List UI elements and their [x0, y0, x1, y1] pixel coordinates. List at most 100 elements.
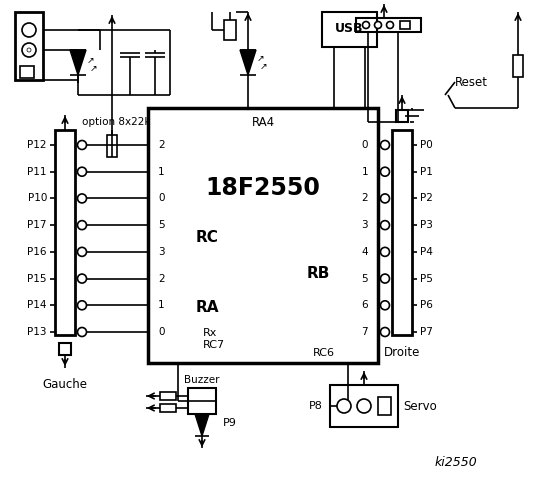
Text: RB: RB [306, 265, 330, 280]
Circle shape [387, 22, 394, 28]
Text: P6: P6 [420, 300, 433, 310]
Text: P1: P1 [420, 167, 433, 177]
Circle shape [77, 221, 86, 229]
Text: 4: 4 [361, 247, 368, 257]
Text: 2: 2 [158, 274, 165, 284]
Text: Buzzer: Buzzer [184, 375, 220, 385]
Text: USB: USB [335, 23, 363, 36]
Bar [160, 404, 176, 412]
Bar [400, 21, 410, 29]
Text: 1: 1 [158, 300, 165, 310]
Circle shape [374, 22, 382, 28]
Circle shape [363, 22, 369, 28]
Text: P4: P4 [420, 247, 433, 257]
Text: 0: 0 [158, 327, 164, 337]
Text: 6: 6 [361, 300, 368, 310]
Text: P15: P15 [28, 274, 47, 284]
Circle shape [380, 141, 389, 149]
Circle shape [22, 43, 36, 57]
Circle shape [77, 274, 86, 283]
Circle shape [380, 327, 389, 336]
Text: Rx: Rx [203, 328, 217, 338]
Text: option 8x22k: option 8x22k [82, 117, 150, 127]
Circle shape [380, 194, 389, 203]
Bar [392, 130, 412, 335]
Text: ↗: ↗ [86, 56, 94, 64]
Bar [330, 385, 398, 427]
Circle shape [22, 23, 36, 37]
Text: 7: 7 [361, 327, 368, 337]
Text: 2: 2 [158, 140, 165, 150]
Text: 1: 1 [361, 167, 368, 177]
Text: RC6: RC6 [313, 348, 335, 358]
Circle shape [77, 327, 86, 336]
Circle shape [380, 301, 389, 310]
Text: 2: 2 [361, 193, 368, 204]
Bar [322, 12, 377, 47]
Circle shape [380, 247, 389, 256]
Bar [224, 20, 236, 40]
Text: Servo: Servo [403, 399, 437, 412]
Text: P17: P17 [28, 220, 47, 230]
Bar [107, 135, 117, 157]
Circle shape [357, 399, 371, 413]
Circle shape [380, 221, 389, 229]
Circle shape [380, 274, 389, 283]
Text: RA4: RA4 [252, 117, 274, 130]
Circle shape [77, 301, 86, 310]
Text: P12: P12 [28, 140, 47, 150]
Text: P10: P10 [28, 193, 47, 204]
Bar [55, 130, 75, 335]
Text: 5: 5 [158, 220, 165, 230]
Circle shape [380, 167, 389, 176]
Bar [356, 18, 421, 32]
Text: P11: P11 [28, 167, 47, 177]
Text: P7: P7 [420, 327, 433, 337]
Text: 1: 1 [158, 167, 165, 177]
Text: RA: RA [196, 300, 220, 315]
Text: 0: 0 [158, 193, 164, 204]
Polygon shape [70, 50, 86, 75]
Circle shape [337, 399, 351, 413]
Circle shape [27, 48, 31, 52]
Text: P5: P5 [420, 274, 433, 284]
Polygon shape [195, 414, 209, 436]
Bar [160, 392, 176, 400]
Text: ↗: ↗ [259, 61, 267, 71]
Circle shape [77, 141, 86, 149]
Text: RC7: RC7 [203, 340, 225, 350]
Text: ki2550: ki2550 [435, 456, 478, 468]
Text: P2: P2 [420, 193, 433, 204]
Text: RC: RC [196, 230, 219, 245]
Text: 3: 3 [158, 247, 165, 257]
Circle shape [27, 48, 31, 52]
Text: P3: P3 [420, 220, 433, 230]
Text: 0: 0 [362, 140, 368, 150]
Text: P0: P0 [420, 140, 433, 150]
Polygon shape [240, 50, 256, 75]
Text: P13: P13 [28, 327, 47, 337]
Bar [396, 110, 408, 122]
Bar [59, 343, 71, 355]
Bar [378, 397, 391, 415]
Text: Gauche: Gauche [43, 379, 87, 392]
Bar [188, 388, 216, 414]
Text: Droite: Droite [384, 347, 420, 360]
Bar [513, 55, 523, 77]
Text: ↗: ↗ [256, 53, 264, 62]
Text: Reset: Reset [455, 75, 488, 88]
Circle shape [77, 247, 86, 256]
Text: P14: P14 [28, 300, 47, 310]
Text: P16: P16 [28, 247, 47, 257]
Text: P9: P9 [223, 418, 237, 428]
Text: ↗: ↗ [89, 63, 97, 72]
Circle shape [77, 194, 86, 203]
Text: 5: 5 [361, 274, 368, 284]
Bar [20, 66, 34, 78]
Bar [148, 108, 378, 363]
Circle shape [77, 167, 86, 176]
Text: 18F2550: 18F2550 [206, 176, 320, 200]
Text: 3: 3 [361, 220, 368, 230]
Bar [15, 12, 43, 80]
Text: P8: P8 [309, 401, 323, 411]
